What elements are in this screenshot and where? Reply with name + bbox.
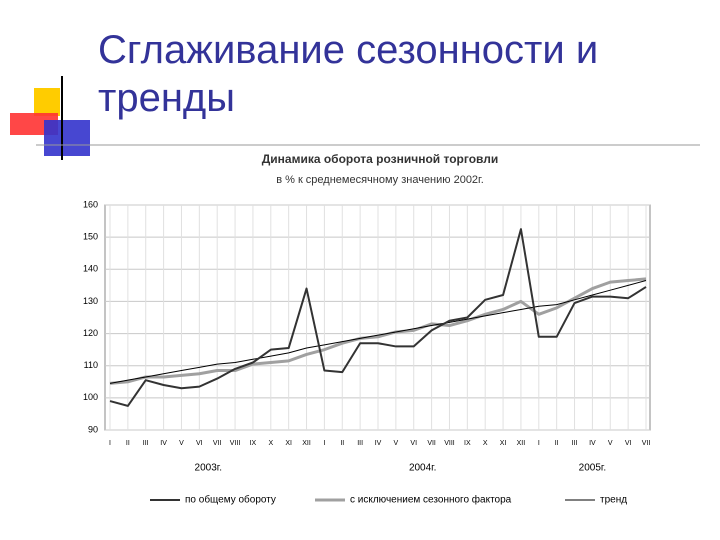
x-tick-label: III — [572, 440, 578, 447]
x-tick-label: XI — [500, 440, 507, 447]
x-tick-label: X — [268, 440, 273, 447]
x-group-label: 2003г. — [195, 463, 222, 474]
y-tick-label: 120 — [83, 328, 98, 338]
series-line — [109, 228, 647, 407]
x-tick-label: XI — [285, 440, 292, 447]
x-tick-label: XII — [517, 440, 526, 447]
x-tick-label: III — [357, 440, 363, 447]
x-tick-label: VI — [196, 440, 203, 447]
decoration — [34, 88, 60, 116]
x-tick-label: IV — [589, 440, 596, 447]
y-tick-label: 160 — [83, 199, 98, 209]
x-tick-label: X — [483, 440, 488, 447]
y-tick-label: 90 — [88, 424, 98, 434]
x-tick-label: IV — [375, 440, 382, 447]
x-tick-label: I — [109, 440, 111, 447]
x-tick-label: V — [608, 440, 613, 447]
x-group-label: 2004г. — [409, 463, 436, 474]
x-tick-label: VII — [642, 440, 651, 447]
chart-title: Динамика оборота розничной торговли — [262, 152, 499, 166]
x-tick-label: I — [323, 440, 325, 447]
slide-title: Сглаживание сезонности и тренды — [98, 28, 599, 120]
x-tick-label: IX — [250, 440, 257, 447]
legend-label: тренд — [600, 495, 627, 506]
y-tick-label: 100 — [83, 392, 98, 402]
series-line — [109, 277, 647, 385]
x-tick-label: VIII — [230, 440, 241, 447]
legend-label: с исключением сезонного фактора — [350, 494, 512, 506]
x-tick-label: I — [538, 440, 540, 447]
x-tick-label: IV — [160, 440, 167, 447]
series-line — [109, 280, 647, 384]
x-tick-label: V — [394, 440, 399, 447]
y-tick-label: 110 — [84, 360, 98, 370]
x-group-label: 2005г. — [579, 463, 606, 474]
x-tick-label: VII — [427, 440, 436, 447]
x-tick-label: III — [143, 440, 149, 447]
y-tick-label: 150 — [83, 232, 98, 242]
x-tick-label: II — [555, 440, 559, 447]
x-tick-label: V — [179, 440, 184, 447]
y-tick-label: 140 — [83, 264, 98, 274]
x-tick-label: XII — [302, 440, 311, 447]
decoration — [44, 120, 90, 156]
x-tick-label: VI — [625, 440, 632, 447]
chart-subtitle: в % к среднемесячному значению 2002г. — [276, 174, 484, 186]
y-tick-label: 130 — [83, 296, 98, 306]
x-tick-label: II — [126, 440, 130, 447]
x-tick-label: VIII — [444, 440, 455, 447]
x-tick-label: IX — [464, 440, 471, 447]
x-tick-label: VI — [410, 440, 417, 447]
legend-label: по общему обороту — [185, 494, 276, 506]
x-tick-label: II — [340, 440, 344, 447]
x-tick-label: VII — [213, 440, 222, 447]
